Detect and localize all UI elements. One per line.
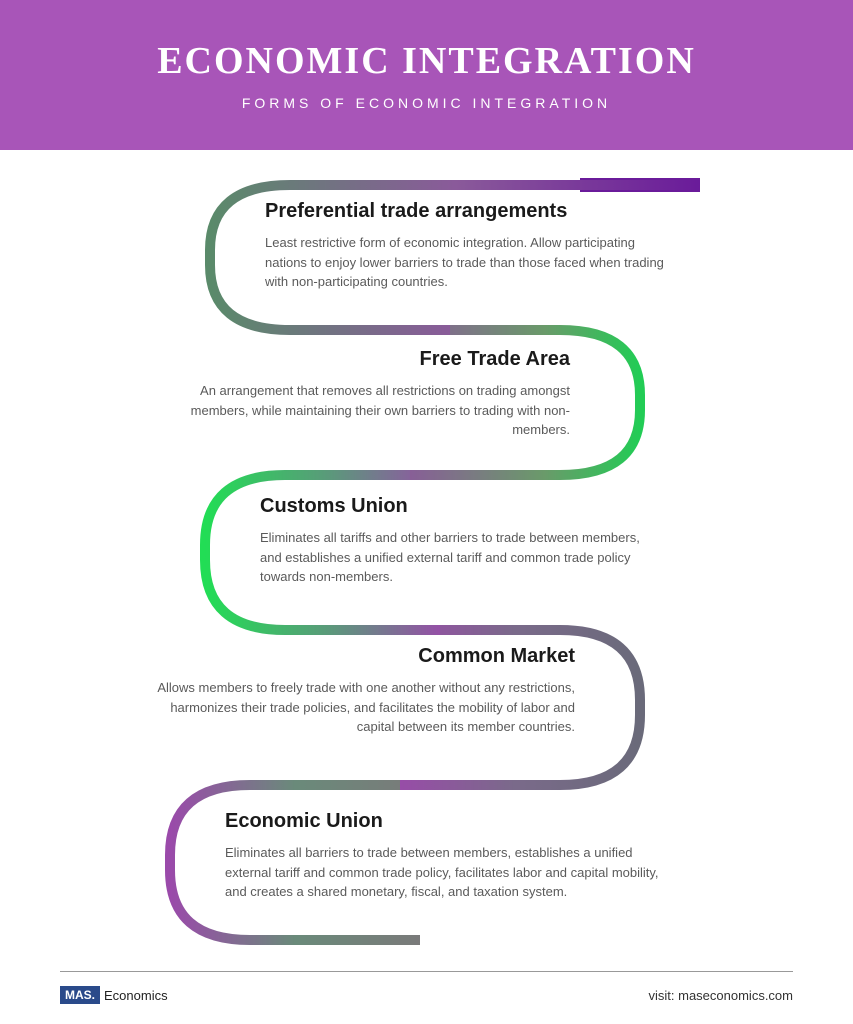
logo-text: Economics xyxy=(104,988,168,1003)
section-customs-union: Customs Union Eliminates all tariffs and… xyxy=(260,495,660,587)
section-title: Economic Union xyxy=(225,810,665,833)
section-desc: Least restrictive form of economic integ… xyxy=(265,233,665,292)
section-title: Customs Union xyxy=(260,495,660,518)
logo: MAS. Economics xyxy=(60,986,168,1004)
subtitle: FORMS OF ECONOMIC INTEGRATION xyxy=(242,95,611,111)
section-desc: Eliminates all tariffs and other barrier… xyxy=(260,528,660,587)
footer-visit-text: visit: maseconomics.com xyxy=(649,988,793,1003)
footer-divider xyxy=(60,971,793,972)
section-desc: Eliminates all barriers to trade between… xyxy=(225,843,665,902)
section-desc: Allows members to freely trade with one … xyxy=(135,678,575,737)
section-title: Free Trade Area xyxy=(170,348,570,371)
section-title: Common Market xyxy=(135,645,575,668)
infographic-content: Preferential trade arrangements Least re… xyxy=(0,150,853,950)
logo-badge: MAS. xyxy=(60,986,100,1004)
section-common-market: Common Market Allows members to freely t… xyxy=(135,645,575,737)
header-banner: ECONOMIC INTEGRATION FORMS OF ECONOMIC I… xyxy=(0,0,853,150)
section-preferential-trade: Preferential trade arrangements Least re… xyxy=(265,200,665,292)
section-desc: An arrangement that removes all restrict… xyxy=(170,381,570,440)
main-title: ECONOMIC INTEGRATION xyxy=(157,39,696,83)
section-free-trade-area: Free Trade Area An arrangement that remo… xyxy=(170,348,570,440)
footer: MAS. Economics visit: maseconomics.com xyxy=(0,974,853,1004)
section-economic-union: Economic Union Eliminates all barriers t… xyxy=(225,810,665,902)
section-title: Preferential trade arrangements xyxy=(265,200,665,223)
